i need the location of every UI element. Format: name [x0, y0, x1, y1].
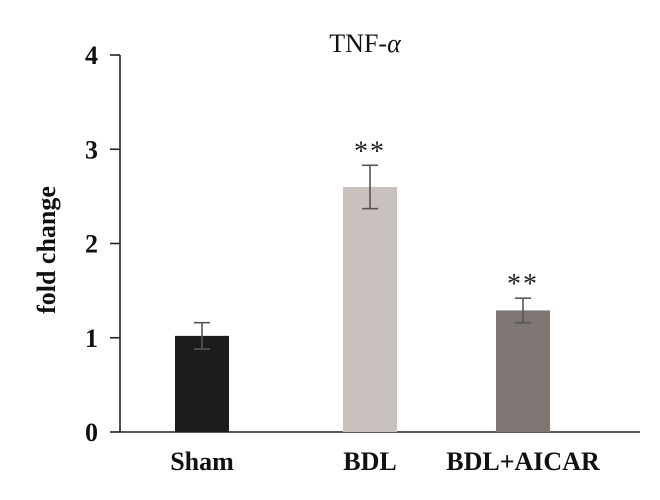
chart-title-main: TNF-: [329, 29, 387, 58]
category-labels: Sham BDL BDL+AICAR: [170, 447, 600, 476]
bars: [175, 186, 550, 432]
svg-text:TNF-α: TNF-α: [329, 29, 402, 58]
bar: [343, 186, 397, 432]
x-category-label: BDL+AICAR: [446, 447, 600, 476]
significance-marker: **: [507, 269, 539, 300]
y-tick-label: 3: [85, 135, 98, 164]
chart-title-symbol: α: [387, 29, 402, 58]
y-tick-label: 1: [85, 324, 98, 353]
y-tick-label: 4: [85, 41, 98, 70]
y-axis: 0 1 2 3 4: [85, 41, 121, 447]
significance-marker: **: [354, 136, 386, 167]
significance-annotations: ** **: [354, 136, 539, 300]
chart-title: TNF-α: [329, 29, 402, 58]
y-tick-label: 0: [85, 418, 98, 447]
x-category-label: BDL: [343, 447, 396, 476]
bar: [496, 310, 550, 432]
y-axis-label: fold change: [32, 186, 61, 314]
bar: [175, 335, 229, 432]
x-category-label: Sham: [170, 447, 234, 476]
y-tick-label: 2: [85, 230, 98, 259]
error-bars: [194, 164, 531, 350]
